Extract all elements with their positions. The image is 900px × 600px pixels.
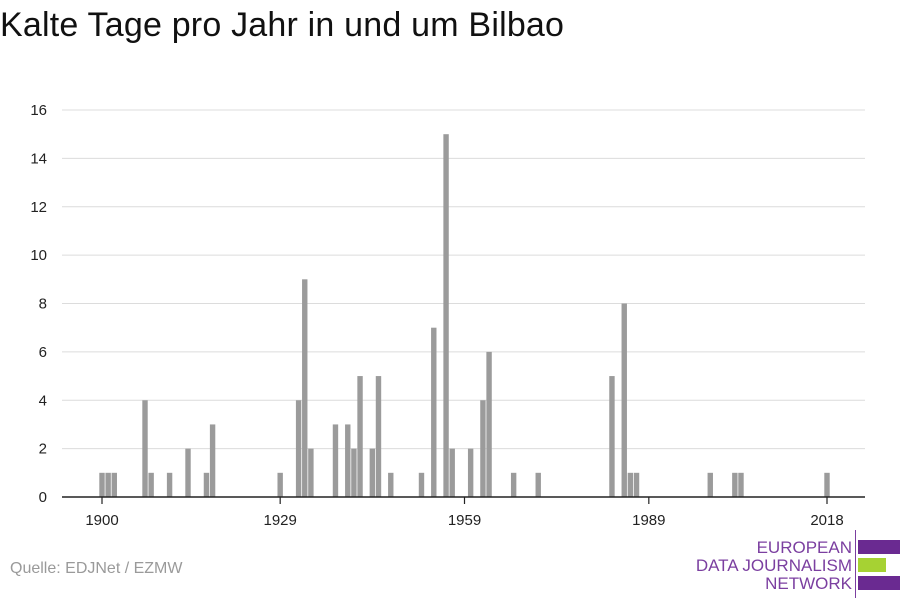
y-tick-label: 4 [39, 392, 47, 409]
bar [295, 400, 302, 497]
x-tick-label: 1900 [85, 512, 118, 529]
x-tick-label: 1929 [263, 512, 296, 529]
bar [203, 472, 210, 497]
logo-stripe-green [858, 558, 886, 572]
bar [621, 303, 627, 497]
bar [308, 448, 314, 497]
bar [375, 376, 382, 497]
y-tick-label: 10 [30, 247, 47, 264]
bar [369, 448, 376, 497]
logo-line-data-journalism: DATA JOURNALISM [695, 556, 852, 575]
bar [633, 472, 640, 497]
logo-line-network: NETWORK [765, 574, 852, 593]
bar [111, 472, 117, 497]
x-tick-label: 1959 [448, 512, 481, 529]
axis-layer: 0 2 4 6 8 10 12 14 16 1900 1929 1959 1989 2018 [30, 102, 865, 529]
bar [277, 472, 283, 497]
bar [431, 327, 437, 497]
bar [166, 472, 173, 497]
bar [738, 472, 744, 497]
bar [824, 472, 830, 497]
bar [148, 472, 154, 497]
logo-line-european: EUROPEAN [756, 538, 852, 557]
logo-stripe-purple-bottom [858, 576, 900, 590]
bar [449, 448, 455, 497]
bar [707, 472, 713, 497]
y-tick-label: 2 [39, 441, 47, 458]
y-tick-label: 8 [39, 296, 47, 313]
bar [486, 351, 492, 497]
y-tick-label: 14 [30, 150, 47, 167]
bar [627, 472, 634, 497]
bar [345, 424, 351, 497]
bar [142, 400, 148, 497]
bar [480, 400, 486, 497]
bar [418, 472, 425, 497]
bar [467, 448, 474, 497]
edjnet-logo: EUROPEAN DATA JOURNALISM NETWORK [696, 530, 900, 600]
bar [357, 376, 363, 497]
logo-stripe-purple-top [858, 540, 900, 554]
y-tick-label: 12 [30, 199, 47, 216]
bar-chart: 0 2 4 6 8 10 12 14 16 1900 1929 1959 1989 2018 [30, 102, 865, 529]
bar [732, 472, 738, 497]
y-tick-label: 16 [30, 102, 47, 119]
y-tick-label: 6 [39, 344, 47, 361]
bar [609, 376, 615, 497]
bar [443, 134, 449, 497]
bars-layer [99, 134, 830, 497]
bar [105, 472, 111, 497]
bar [185, 448, 191, 497]
logo-divider [855, 530, 856, 598]
bar [99, 472, 105, 497]
bar [302, 279, 308, 497]
bar [332, 424, 339, 497]
source-note: Quelle: EDJNet / EZMW [10, 560, 183, 577]
x-tick-label: 2018 [810, 512, 843, 529]
x-tick-label: 1989 [632, 512, 665, 529]
bar [351, 448, 357, 497]
bar [209, 424, 216, 497]
grid-layer [62, 109, 865, 450]
bar [510, 472, 517, 497]
chart-title: Kalte Tage pro Jahr in und um Bilbao [0, 6, 565, 44]
bar [535, 472, 541, 497]
bar [388, 472, 394, 497]
y-tick-label: 0 [39, 489, 47, 506]
